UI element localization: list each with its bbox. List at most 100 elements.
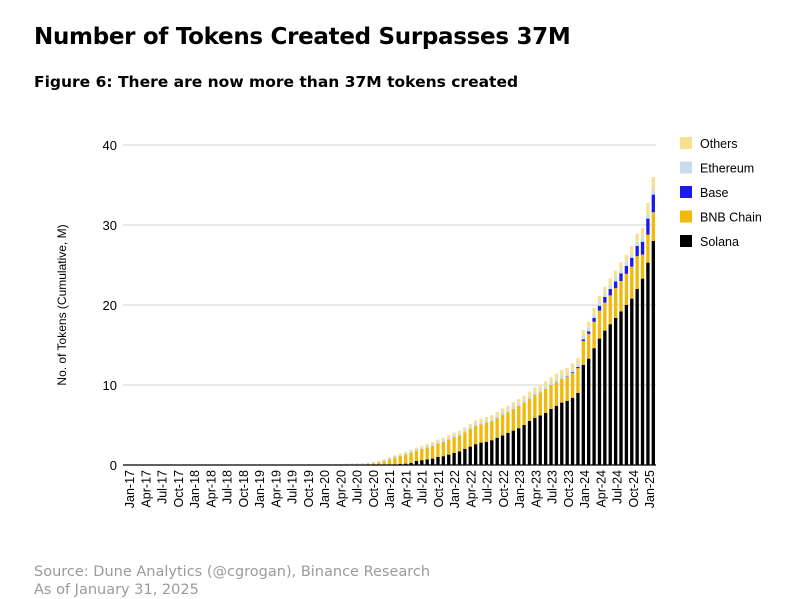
bar-segment-others — [501, 408, 504, 412]
bar-segment-base — [635, 246, 638, 256]
bar-segment-solana — [587, 359, 590, 465]
bar-segment-ethereum — [641, 237, 644, 241]
bar-segment-ethereum — [571, 369, 574, 372]
bar-segment-ethereum — [490, 419, 493, 421]
bar-segment-solana — [501, 435, 504, 465]
bar-segment-base — [652, 195, 655, 213]
bar-segment-ethereum — [635, 242, 638, 246]
as-of-date: As of January 31, 2025 — [34, 581, 430, 599]
bar-segment-others — [641, 228, 644, 238]
bar-segment-others — [517, 399, 520, 403]
legend-swatch-base — [680, 186, 692, 198]
bar-segment-others — [539, 385, 542, 390]
x-tick-label: Apr-23 — [529, 470, 543, 508]
bar-segment-bnb-chain — [382, 461, 385, 465]
bar-segment-bnb-chain — [641, 255, 644, 279]
bar-segment-bnb-chain — [512, 409, 515, 431]
x-tick-label: Apr-17 — [139, 470, 153, 508]
bar-segment-base — [625, 266, 628, 274]
bar-segment-solana — [609, 324, 612, 465]
bar-segment-ethereum — [582, 336, 585, 339]
x-tick-label: Jan-17 — [123, 470, 137, 508]
x-tick-label: Apr-18 — [204, 470, 218, 508]
x-tick-label: Jul-19 — [286, 470, 300, 504]
bar-segment-solana — [528, 421, 531, 465]
bar-segment-ethereum — [436, 441, 439, 443]
bar-segment-others — [576, 358, 579, 364]
bar-segment-bnb-chain — [426, 447, 429, 459]
bar-segment-bnb-chain — [501, 415, 504, 436]
bar-segment-ethereum — [447, 437, 450, 439]
bar-segment-ethereum — [463, 430, 466, 432]
x-tick-label: Oct-18 — [237, 470, 251, 508]
bar-segment-solana — [630, 299, 633, 465]
bar-segment-bnb-chain — [458, 435, 461, 451]
bar-segment-solana — [635, 289, 638, 465]
legend-swatch-ethereum — [680, 162, 692, 174]
bar-segment-others — [609, 278, 612, 285]
bar-segment-ethereum — [598, 302, 601, 306]
bar-segment-ethereum — [496, 415, 499, 417]
bar-segment-others — [404, 452, 407, 453]
bar-segment-ethereum — [630, 254, 633, 258]
bar-segment-bnb-chain — [522, 403, 525, 425]
bar-segment-ethereum — [372, 462, 375, 463]
x-tick-label: Jul-20 — [351, 470, 365, 504]
bar-segment-solana — [544, 413, 547, 465]
bar-segment-ethereum — [565, 373, 568, 376]
bar-segment-solana — [598, 339, 601, 465]
x-tick-label: Oct-23 — [562, 470, 576, 508]
x-tick-label: Oct-17 — [172, 470, 186, 508]
bar-segment-base — [609, 289, 612, 295]
bar-segment-others — [571, 363, 574, 369]
bar-segment-bnb-chain — [442, 442, 445, 456]
bar-segment-bnb-chain — [474, 426, 477, 444]
bar-segment-ethereum — [474, 423, 477, 425]
bar-segment-solana — [469, 447, 472, 465]
bar-segment-ethereum — [603, 293, 606, 297]
bar-segment-bnb-chain — [469, 429, 472, 447]
bar-segment-solana — [576, 393, 579, 465]
bar-segment-bnb-chain — [614, 288, 617, 318]
bar-segment-solana — [447, 455, 450, 465]
bar-segment-others — [652, 177, 655, 190]
bar-segment-ethereum — [592, 314, 595, 318]
bar-segment-solana — [512, 431, 515, 465]
bar-segment-ethereum — [366, 463, 369, 464]
bar-segment-bnb-chain — [490, 421, 493, 440]
bar-segment-others — [522, 396, 525, 400]
bar-segment-ethereum — [442, 440, 445, 442]
bar-segment-ethereum — [576, 364, 579, 367]
bar-segment-solana — [442, 456, 445, 465]
bar-segment-others — [560, 370, 563, 375]
bar-segment-others — [582, 330, 585, 336]
x-tick-label: Jan-21 — [383, 470, 397, 508]
x-tick-label: Apr-22 — [464, 470, 478, 508]
legend-swatch-solana — [680, 235, 692, 247]
bar-segment-bnb-chain — [576, 368, 579, 393]
bar-segment-bnb-chain — [560, 379, 563, 403]
bar-segment-bnb-chain — [496, 418, 499, 438]
x-tick-label: Apr-21 — [399, 470, 413, 508]
bar-segment-ethereum — [506, 410, 509, 413]
legend-label-bnb-chain: BNB Chain — [700, 211, 762, 225]
bar-segment-bnb-chain — [592, 322, 595, 348]
bar-segment-others — [452, 433, 455, 435]
bar-segment-ethereum — [431, 444, 434, 446]
bar-segment-solana — [592, 348, 595, 465]
bar-segment-others — [549, 377, 552, 382]
bar-segment-ethereum — [646, 214, 649, 218]
bar-segment-solana — [625, 305, 628, 465]
bar-segment-bnb-chain — [587, 334, 590, 359]
bar-segment-others — [415, 448, 418, 449]
bar-segment-solana — [539, 415, 542, 465]
bar-segment-ethereum — [533, 392, 536, 395]
x-tick-label: Jan-25 — [643, 470, 657, 508]
bar-segment-bnb-chain — [528, 399, 531, 421]
bar-segment-ethereum — [382, 460, 385, 461]
bar-segment-ethereum — [528, 396, 531, 399]
legend-label-ethereum: Ethereum — [700, 162, 754, 176]
bar-segment-ethereum — [458, 433, 461, 435]
bar-segment-others — [528, 392, 531, 396]
bar-segment-bnb-chain — [598, 311, 601, 339]
